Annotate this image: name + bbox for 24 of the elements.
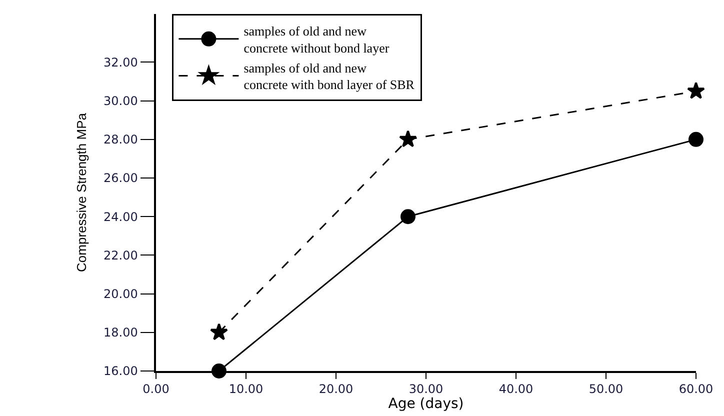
x-tick-label: 30.00: [408, 382, 444, 396]
y-tick-label: 24.00: [103, 210, 138, 224]
y-tick-label: 26.00: [103, 171, 138, 186]
x-tick-label: 0.00: [142, 382, 170, 396]
legend-label: samples of old and new concrete with bond layer of SBR: [244, 60, 415, 92]
y-tick-label: 16.00: [103, 364, 138, 378]
x-tick-label: 60.00: [678, 382, 714, 396]
y-tick-label: 18.00: [103, 326, 138, 340]
x-axis-title: Age (days): [388, 396, 464, 412]
x-tick-label: 20.00: [318, 382, 354, 396]
point: [400, 209, 416, 224]
x-tick-label: 10.00: [228, 382, 264, 396]
y-tick-label: 22.00: [103, 248, 138, 262]
point: [399, 130, 417, 148]
x-tick-label: 50.00: [588, 382, 624, 396]
y-tick-label: 20.00: [103, 287, 138, 302]
point: [688, 132, 704, 147]
point: [687, 82, 705, 99]
x-tick-label: 40.00: [498, 382, 534, 396]
point: [210, 323, 228, 340]
y-tick-label: 28.00: [103, 132, 138, 147]
y-tick-label: 30.00: [103, 94, 138, 108]
y-axis-title: Compressive Strength MPa: [74, 112, 89, 272]
y-tick-label: 32.00: [103, 55, 138, 70]
